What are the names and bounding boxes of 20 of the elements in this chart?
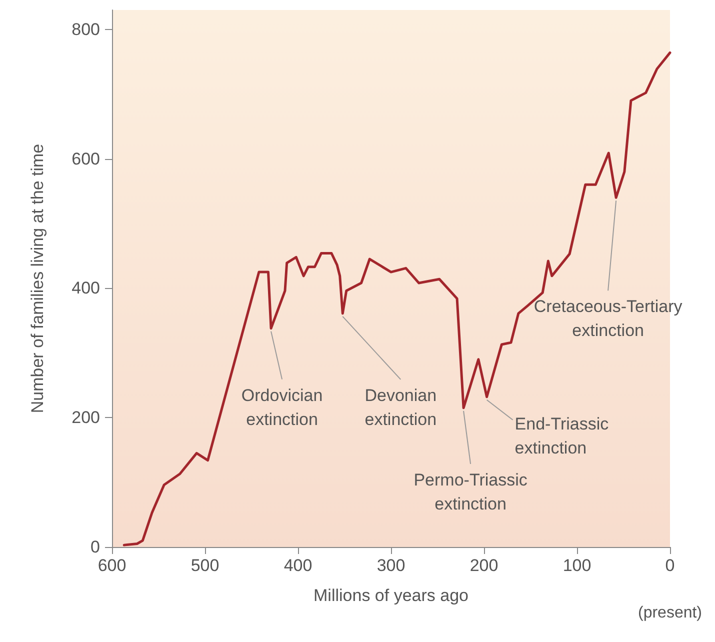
annotation: Ordovician extinction <box>241 386 323 429</box>
y-axis-title: Number of families living at the time <box>28 144 47 414</box>
y-tick-label: 800 <box>72 20 100 39</box>
x-tick-label: 300 <box>376 556 406 575</box>
text: (present) <box>638 604 702 622</box>
annotation: Permo-Triassic extinction <box>414 470 528 514</box>
x-tick-label: 400 <box>284 556 312 575</box>
x-tick-label: 600 <box>98 556 126 575</box>
x-axis-title: Millions of years ago <box>314 586 468 605</box>
x-tick-label: 200 <box>470 556 498 575</box>
y-tick-label: 400 <box>72 278 100 298</box>
y-tick-label: 200 <box>72 408 100 428</box>
annotation: End-Triassic extinction <box>514 414 610 458</box>
x-tick-label: 100 <box>562 556 592 575</box>
y-tick-label: 600 <box>72 149 100 168</box>
x-tick-label: 0 <box>665 556 675 575</box>
x-tick-label: 500 <box>190 556 220 575</box>
annotation: Cretaceous-Tertiary extinction <box>534 297 683 340</box>
annotation: Devonian extinction <box>364 386 437 429</box>
y-tick-label: 0 <box>90 538 100 556</box>
